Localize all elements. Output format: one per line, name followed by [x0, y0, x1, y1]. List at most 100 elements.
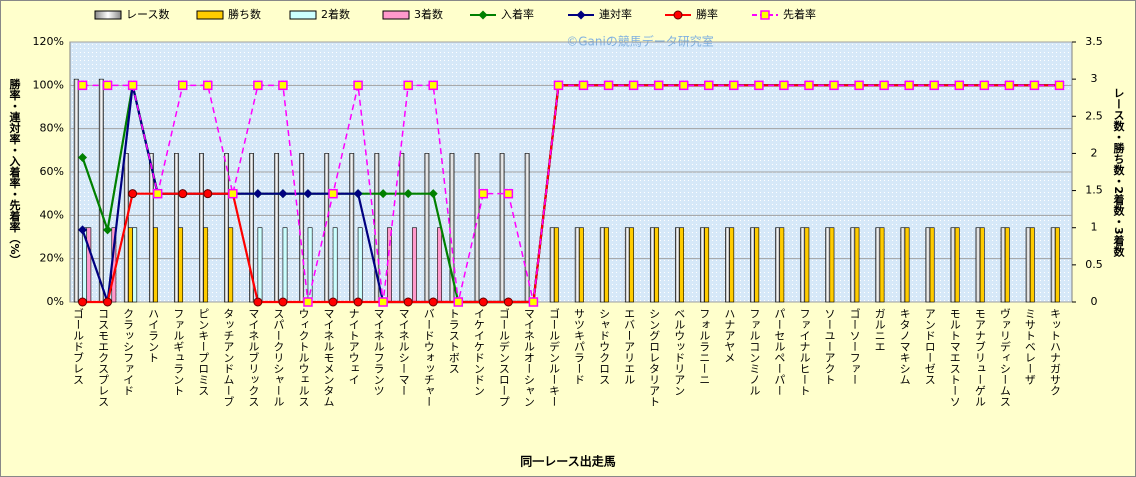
x-tick-label: マイネルブリックス [247, 308, 260, 407]
x-tick-label: アンドローゼス [923, 308, 936, 385]
y2-tick-label: 3 [1091, 72, 1098, 85]
marker [203, 189, 213, 199]
bar [929, 227, 935, 303]
bar [1025, 227, 1031, 303]
marker [929, 80, 939, 91]
legend-swatch [289, 10, 317, 20]
bar [700, 227, 705, 303]
bar [203, 227, 209, 303]
bar [399, 153, 405, 303]
bar [549, 227, 555, 303]
bar [357, 227, 363, 303]
bar [249, 153, 254, 303]
legend-swatch [94, 10, 122, 20]
marker [328, 297, 338, 307]
marker [253, 297, 263, 307]
x-tick-label: ゴールドブレス [72, 307, 85, 385]
bar [86, 227, 92, 303]
bar [257, 227, 263, 303]
marker [78, 297, 88, 307]
x-tick-label: ヴァリディシームス [998, 308, 1011, 407]
marker [553, 80, 564, 91]
x-tick-label: ハナアヤメ [723, 308, 736, 363]
marker [128, 189, 138, 199]
bar [675, 227, 680, 303]
marker [78, 225, 88, 235]
legend-swatch [196, 10, 224, 20]
marker [78, 152, 88, 162]
marker [278, 189, 288, 199]
bar [153, 227, 158, 303]
bar [879, 227, 885, 303]
marker [353, 297, 363, 307]
x-tick-label: マイネルフランツ [372, 308, 385, 396]
bar [704, 227, 710, 303]
marker [303, 189, 313, 199]
marker [378, 189, 388, 199]
bar [349, 153, 355, 303]
bar [750, 227, 755, 303]
x-tick-label: クラッシファイド [122, 308, 135, 396]
marker [628, 80, 639, 91]
marker [904, 80, 914, 91]
x-tick-label: イケイケドンドン [472, 308, 485, 396]
marker [428, 189, 438, 199]
bar [779, 227, 785, 303]
x-tick-label: ソーユーアクト [823, 308, 836, 385]
marker [102, 80, 113, 91]
x-tick-label: スパークリシャール [272, 308, 285, 407]
y2-tick-label: 2.5 [1085, 109, 1103, 122]
marker [528, 297, 539, 307]
bar [274, 153, 280, 303]
x-tick-label: バードウォッチャー [422, 308, 435, 407]
bar [900, 227, 906, 303]
marker [403, 297, 413, 307]
marker [503, 297, 513, 307]
marker [954, 80, 965, 91]
y2-tick-label: 1.5 [1085, 184, 1103, 197]
bar [324, 153, 330, 303]
x-tick-label: サツキパラード [573, 308, 586, 385]
bar [725, 227, 730, 303]
legend-label: 勝率 [696, 7, 718, 21]
x-tick-label: ファルギュラント [172, 308, 185, 396]
x-tick-label: ゴールデンスロープ [497, 307, 510, 407]
marker [103, 225, 113, 235]
y2-tick-label: 1 [1091, 221, 1098, 234]
x-tick-label: エバーアリエル [623, 308, 636, 385]
bar [299, 153, 305, 303]
legend-label: レース数 [126, 8, 169, 21]
marker [804, 80, 814, 91]
y-tick-label: 40% [40, 208, 64, 221]
watermark: ©Ganiの競馬データ研究室 [566, 34, 714, 49]
x-tick-label: キタノマキシム [898, 308, 911, 385]
marker [127, 80, 138, 91]
bar [854, 227, 860, 303]
bar [1050, 227, 1056, 303]
x-tick-label: シャドウクロス [598, 308, 611, 385]
x-tick-label: コスモエクスプレス [97, 308, 110, 407]
marker [879, 80, 889, 91]
bar [332, 227, 338, 303]
x-tick-label: トラストボス [447, 308, 460, 374]
marker [453, 297, 464, 307]
x-tick-label: ナイトアウェイ [347, 308, 360, 385]
bar [654, 227, 659, 303]
x-tick-label: ベルウッドリアン [673, 308, 686, 396]
bar [629, 227, 634, 303]
y-tick-label: 120% [33, 35, 64, 48]
bar [875, 227, 881, 303]
bar [754, 227, 760, 303]
bar [829, 227, 835, 303]
x-tick-label: ゴーソーファー [848, 307, 861, 385]
marker [653, 80, 664, 91]
x-tick-label: キットハナガサク [1048, 308, 1061, 396]
marker [1054, 80, 1065, 91]
marker [428, 297, 438, 307]
bar [437, 227, 442, 303]
bar [424, 153, 430, 303]
y2-tick-label: 0.5 [1085, 258, 1103, 271]
marker [754, 80, 764, 91]
bar [1054, 227, 1060, 303]
y-axis-title: 勝率・連対率・入着率・先着率（%） [8, 77, 22, 265]
